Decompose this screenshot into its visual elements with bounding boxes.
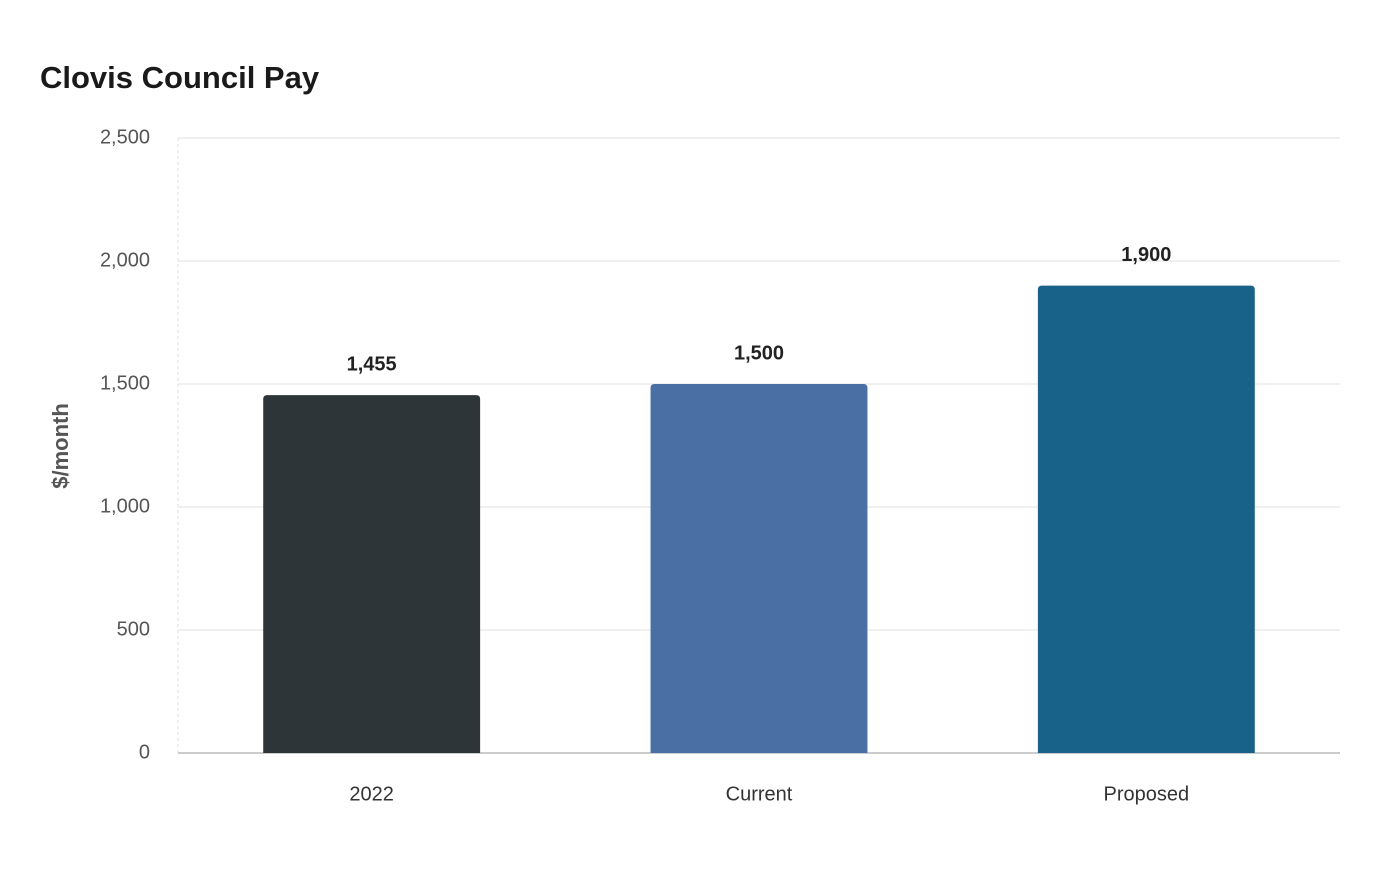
y-tick-label: 2,000 [100, 249, 150, 271]
y-axis-label: $/month [48, 403, 73, 489]
x-tick-label: Current [726, 783, 793, 805]
value-label: 1,455 [347, 353, 397, 375]
y-tick-label: 0 [139, 741, 150, 763]
y-tick-label: 1,500 [100, 372, 150, 394]
y-tick-label: 2,500 [100, 126, 150, 148]
bar [1037, 285, 1255, 753]
x-tick-label: 2022 [349, 783, 394, 805]
value-label: 1,900 [1121, 244, 1171, 266]
bar [263, 395, 481, 753]
y-tick-label: 1,000 [100, 495, 150, 517]
y-tick-label: 500 [117, 618, 150, 640]
chart-title: Clovis Council Pay [40, 60, 320, 95]
bar [650, 384, 868, 753]
x-tick-label: Proposed [1104, 783, 1190, 805]
value-label: 1,500 [734, 342, 784, 364]
